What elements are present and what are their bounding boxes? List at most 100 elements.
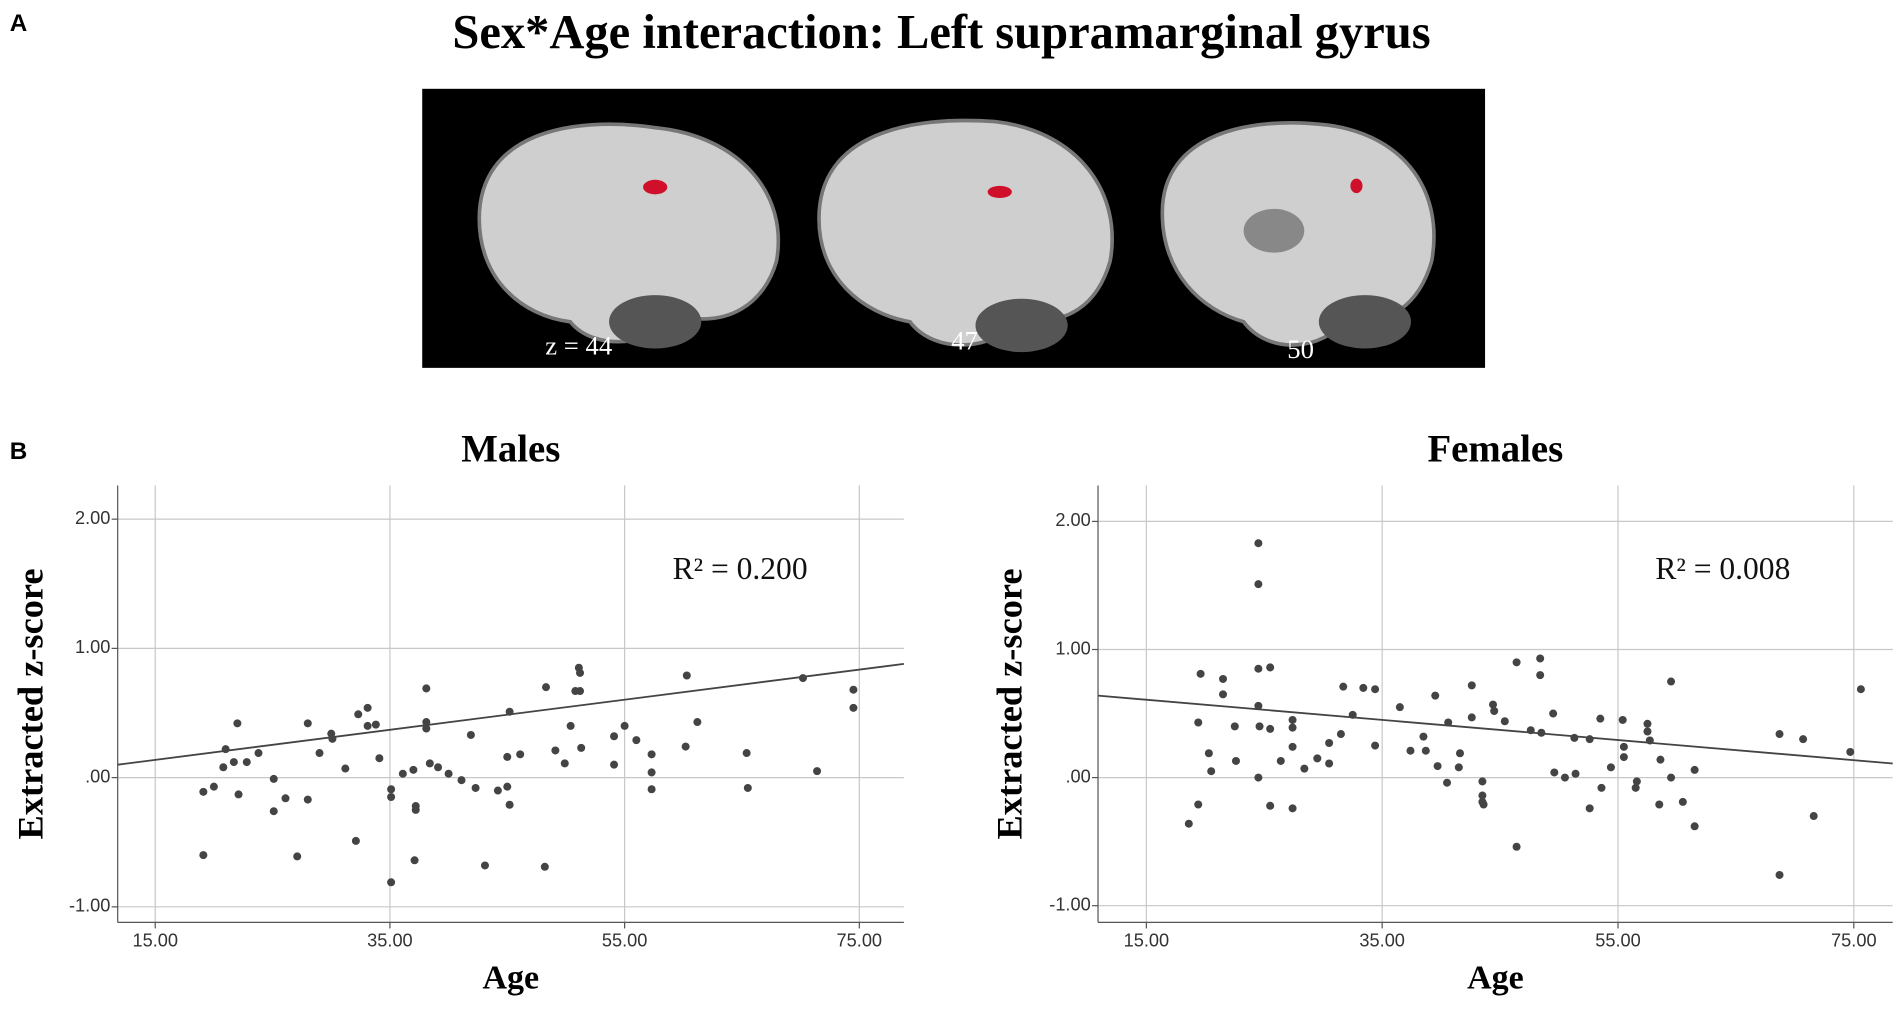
data-point	[1570, 733, 1579, 742]
y-tick-label: .00	[1065, 766, 1090, 786]
data-point	[387, 792, 396, 801]
x-tick-label: 35.00	[1359, 931, 1405, 951]
data-point	[1406, 746, 1415, 755]
data-point	[632, 736, 641, 745]
data-point	[1254, 580, 1263, 589]
data-point	[1218, 690, 1228, 699]
y-tick-label: 2.00	[1055, 510, 1090, 530]
data-point	[219, 763, 228, 772]
data-point	[363, 703, 372, 712]
data-point	[303, 719, 312, 728]
data-point	[1444, 718, 1453, 727]
data-point	[363, 721, 372, 730]
data-point	[1809, 812, 1818, 821]
data-point	[422, 684, 431, 693]
data-point	[566, 721, 575, 730]
data-point	[1512, 842, 1521, 851]
data-point	[1184, 819, 1193, 828]
data-point	[422, 724, 431, 733]
data-point	[849, 703, 858, 712]
data-point	[1419, 732, 1428, 741]
data-point	[1254, 664, 1263, 673]
data-point	[849, 685, 858, 694]
data-point	[503, 752, 512, 761]
x-tick-label: 15.00	[1124, 931, 1170, 951]
data-point	[1454, 763, 1463, 772]
data-point	[1690, 822, 1699, 831]
data-point	[1254, 773, 1263, 782]
data-point	[387, 785, 396, 794]
data-point	[693, 718, 702, 727]
y-tick-label: 2.00	[75, 508, 110, 528]
data-point	[269, 807, 278, 816]
data-point	[303, 795, 312, 804]
data-point	[199, 851, 208, 860]
data-point	[1371, 685, 1380, 694]
y-axis-label: Extracted z-score	[989, 568, 1029, 839]
data-point	[371, 720, 380, 729]
data-point	[1230, 722, 1239, 731]
y-tick-label: -1.00	[1049, 894, 1090, 914]
data-point	[1433, 762, 1442, 771]
data-point	[229, 758, 238, 767]
y-tick-label: .00	[85, 766, 110, 786]
y-tick-label: -1.00	[69, 896, 110, 916]
data-point	[254, 749, 263, 758]
data-point	[610, 760, 619, 769]
data-point	[410, 856, 419, 865]
data-point	[576, 687, 585, 696]
data-point	[503, 782, 512, 791]
data-point	[620, 721, 629, 730]
data-point	[1254, 701, 1263, 710]
y-tick-label: 1.00	[1055, 638, 1090, 658]
data-point	[233, 719, 242, 728]
data-point	[1325, 759, 1334, 768]
data-point	[466, 730, 475, 739]
data-point	[1207, 767, 1216, 776]
data-point	[647, 785, 656, 794]
data-point	[1512, 658, 1521, 667]
data-point	[1856, 685, 1865, 694]
data-point	[471, 783, 480, 792]
x-axis-label: Age	[1467, 959, 1524, 996]
data-point	[505, 707, 514, 716]
data-point	[1254, 539, 1263, 548]
figure-title: Sex*Age interaction: Left supramarginal …	[452, 6, 1430, 59]
data-point	[742, 749, 751, 758]
data-point	[1571, 769, 1580, 778]
data-point	[1395, 703, 1404, 712]
data-point	[411, 805, 420, 814]
slice-label: 47	[951, 326, 978, 356]
data-point	[1478, 791, 1487, 800]
data-point	[610, 732, 619, 741]
annotation: R² = 0.200	[673, 551, 808, 586]
data-point	[351, 836, 360, 845]
x-tick-label: 55.00	[1595, 931, 1641, 951]
data-point	[1500, 717, 1509, 726]
data-point	[1231, 756, 1240, 765]
data-point	[1431, 691, 1440, 700]
data-point	[798, 674, 807, 683]
data-point	[1619, 742, 1628, 751]
data-point	[354, 710, 363, 719]
data-point	[1618, 715, 1627, 724]
x-tick-label: 35.00	[367, 931, 413, 951]
x-axis-label: Age	[482, 959, 539, 996]
data-point	[315, 749, 324, 758]
data-point	[1536, 671, 1545, 680]
data-point	[1313, 754, 1322, 763]
chart-title: Males	[461, 428, 560, 471]
data-point	[281, 794, 290, 803]
data-point	[1606, 763, 1615, 772]
data-point	[269, 774, 278, 783]
data-point	[242, 758, 251, 767]
brain-images: z = 44 47 50	[422, 88, 1486, 368]
data-point	[682, 671, 691, 680]
data-point	[1339, 682, 1348, 691]
data-point	[1489, 700, 1498, 709]
data-point	[234, 790, 243, 799]
data-point	[1371, 741, 1380, 750]
data-point	[1467, 713, 1476, 722]
data-point	[1667, 677, 1676, 686]
data-point	[505, 800, 514, 809]
